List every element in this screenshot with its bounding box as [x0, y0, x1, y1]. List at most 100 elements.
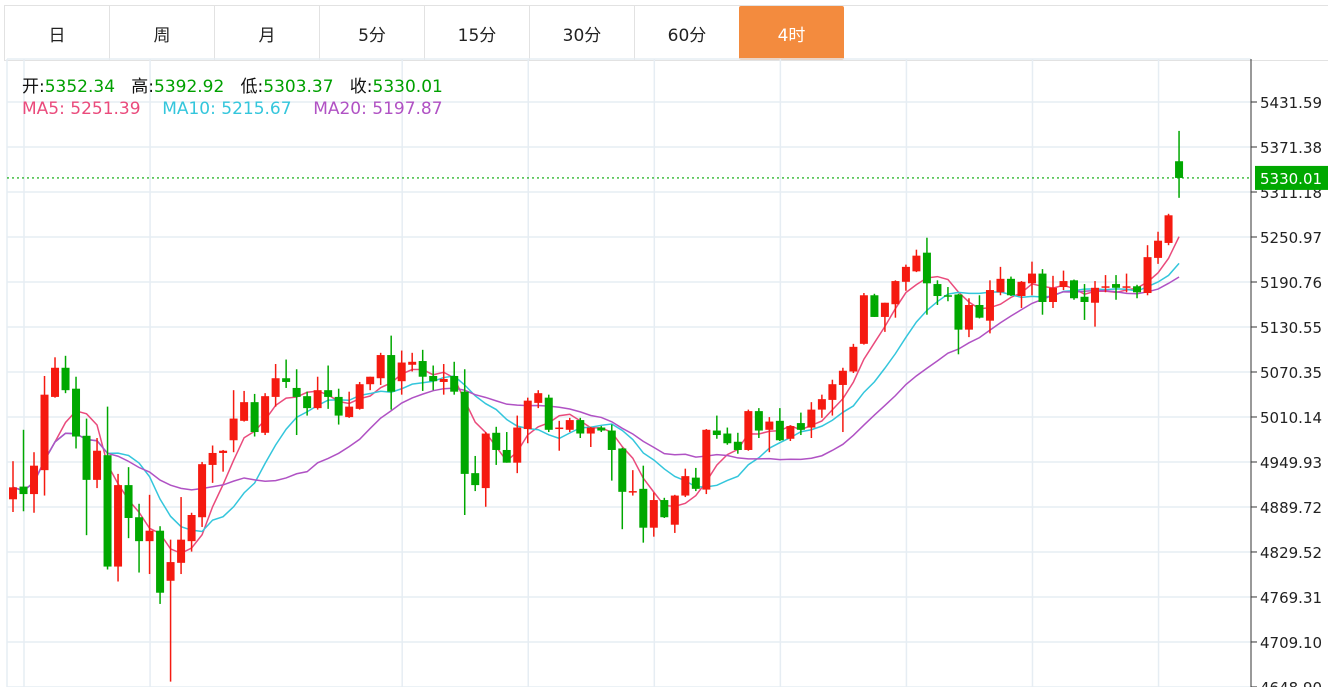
candle-body — [786, 426, 795, 439]
candle-body — [30, 465, 39, 495]
candle-body — [996, 278, 1005, 293]
candle-body — [702, 429, 711, 490]
candle-body — [597, 427, 606, 431]
y-tick-label: 4889.72 — [1260, 499, 1322, 517]
high-label: 高: — [131, 77, 154, 97]
candle-body — [733, 441, 742, 450]
candle-body — [943, 295, 952, 297]
candle-body — [460, 391, 469, 474]
ma5-value: 5251.39 — [70, 99, 141, 119]
candle-body — [502, 449, 511, 463]
candle-body — [313, 390, 322, 409]
tab-0[interactable]: 日 — [4, 6, 109, 60]
candle-body — [849, 346, 858, 372]
candle-body — [618, 448, 627, 492]
candle-body — [1112, 284, 1121, 288]
candle-body — [817, 399, 826, 410]
candle-body — [261, 396, 270, 433]
candle-body — [891, 281, 900, 305]
candle-body — [670, 495, 679, 525]
candle-body — [166, 562, 175, 581]
y-tick-label: 4648.90 — [1260, 679, 1322, 687]
candle-body — [145, 530, 154, 542]
candle-body — [271, 378, 280, 397]
candle-body — [366, 376, 375, 385]
candle-body — [1175, 161, 1184, 178]
candle-body — [376, 355, 385, 379]
candle-body — [576, 420, 585, 434]
ma10-label: MA10: — [162, 99, 216, 119]
tab-7[interactable]: 4时 — [739, 6, 844, 60]
ma10-line — [12, 262, 1180, 533]
y-tick-label: 5431.59 — [1260, 94, 1322, 112]
candle-body — [922, 252, 931, 284]
close-label: 收: — [349, 77, 373, 97]
candle-body — [765, 421, 774, 430]
y-tick-label: 5010.14 — [1260, 409, 1322, 427]
candle-body — [544, 397, 553, 430]
candle-body — [135, 517, 144, 542]
tab-5[interactable]: 30分 — [529, 6, 634, 60]
candle-body — [114, 485, 123, 567]
candle-body — [19, 486, 28, 495]
candle-body — [439, 378, 448, 382]
candle-body — [565, 420, 574, 430]
candle-body — [1048, 287, 1057, 302]
candle-body — [103, 455, 112, 567]
y-tick-label: 5250.97 — [1260, 229, 1322, 247]
candle-body — [1122, 286, 1131, 288]
tab-3[interactable]: 5分 — [319, 6, 424, 60]
candle-body — [912, 255, 921, 272]
tab-4[interactable]: 15分 — [424, 6, 529, 60]
candle-body — [691, 477, 700, 489]
candle-body — [796, 423, 805, 430]
candle-body — [324, 390, 333, 397]
candle-body — [177, 539, 186, 563]
candle-body — [859, 295, 868, 344]
candle-body — [187, 514, 196, 542]
candle-body — [250, 402, 259, 433]
ohlc-legend: 开:5352.34 高:5392.92 低:5303.37 收:5330.01 — [22, 72, 443, 97]
candle-body — [198, 464, 207, 518]
ma20-line — [12, 276, 1180, 492]
candle-body — [397, 362, 406, 382]
tab-1[interactable]: 周 — [109, 6, 214, 60]
candle-body — [660, 500, 669, 518]
candle-body — [513, 427, 522, 463]
open-value: 5352.34 — [44, 77, 116, 97]
candle-body — [964, 304, 973, 330]
last-price-badge — [1255, 165, 1328, 190]
candle-body — [1143, 257, 1152, 294]
open-label: 开: — [22, 77, 45, 97]
candle-body — [345, 406, 354, 418]
candle-body — [523, 400, 532, 430]
candle-body — [712, 430, 721, 436]
tab-2[interactable]: 月 — [214, 6, 319, 60]
tab-6[interactable]: 60分 — [634, 6, 739, 60]
candle-body — [240, 402, 249, 421]
y-tick-label: 4829.52 — [1260, 544, 1322, 562]
candle-body — [880, 302, 889, 317]
candle-body — [282, 378, 291, 382]
candle-body — [649, 500, 658, 528]
candle-body — [429, 375, 438, 382]
candle-body — [1091, 287, 1100, 303]
candle-body — [219, 450, 228, 453]
candle-body — [156, 530, 165, 593]
candle-body — [628, 491, 637, 493]
candle-body — [40, 394, 49, 471]
candle-body — [51, 367, 60, 397]
candle-body — [754, 411, 763, 431]
low-value: 5303.37 — [263, 77, 334, 97]
candle-body — [450, 375, 459, 392]
y-tick-label: 5130.55 — [1260, 319, 1322, 337]
candle-body — [807, 409, 816, 428]
y-tick-label: 4769.31 — [1260, 589, 1322, 607]
candle-body — [61, 367, 70, 391]
ma5-label: MA5: — [22, 99, 65, 119]
candle-body — [838, 370, 847, 385]
last-price-label: 5330.01 — [1260, 170, 1322, 188]
candle-body — [1080, 296, 1089, 302]
candle-body — [534, 393, 543, 403]
